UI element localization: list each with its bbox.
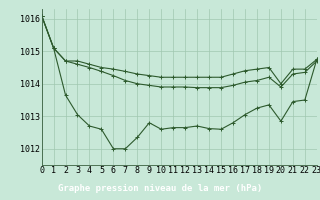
Text: Graphe pression niveau de la mer (hPa): Graphe pression niveau de la mer (hPa) xyxy=(58,184,262,193)
